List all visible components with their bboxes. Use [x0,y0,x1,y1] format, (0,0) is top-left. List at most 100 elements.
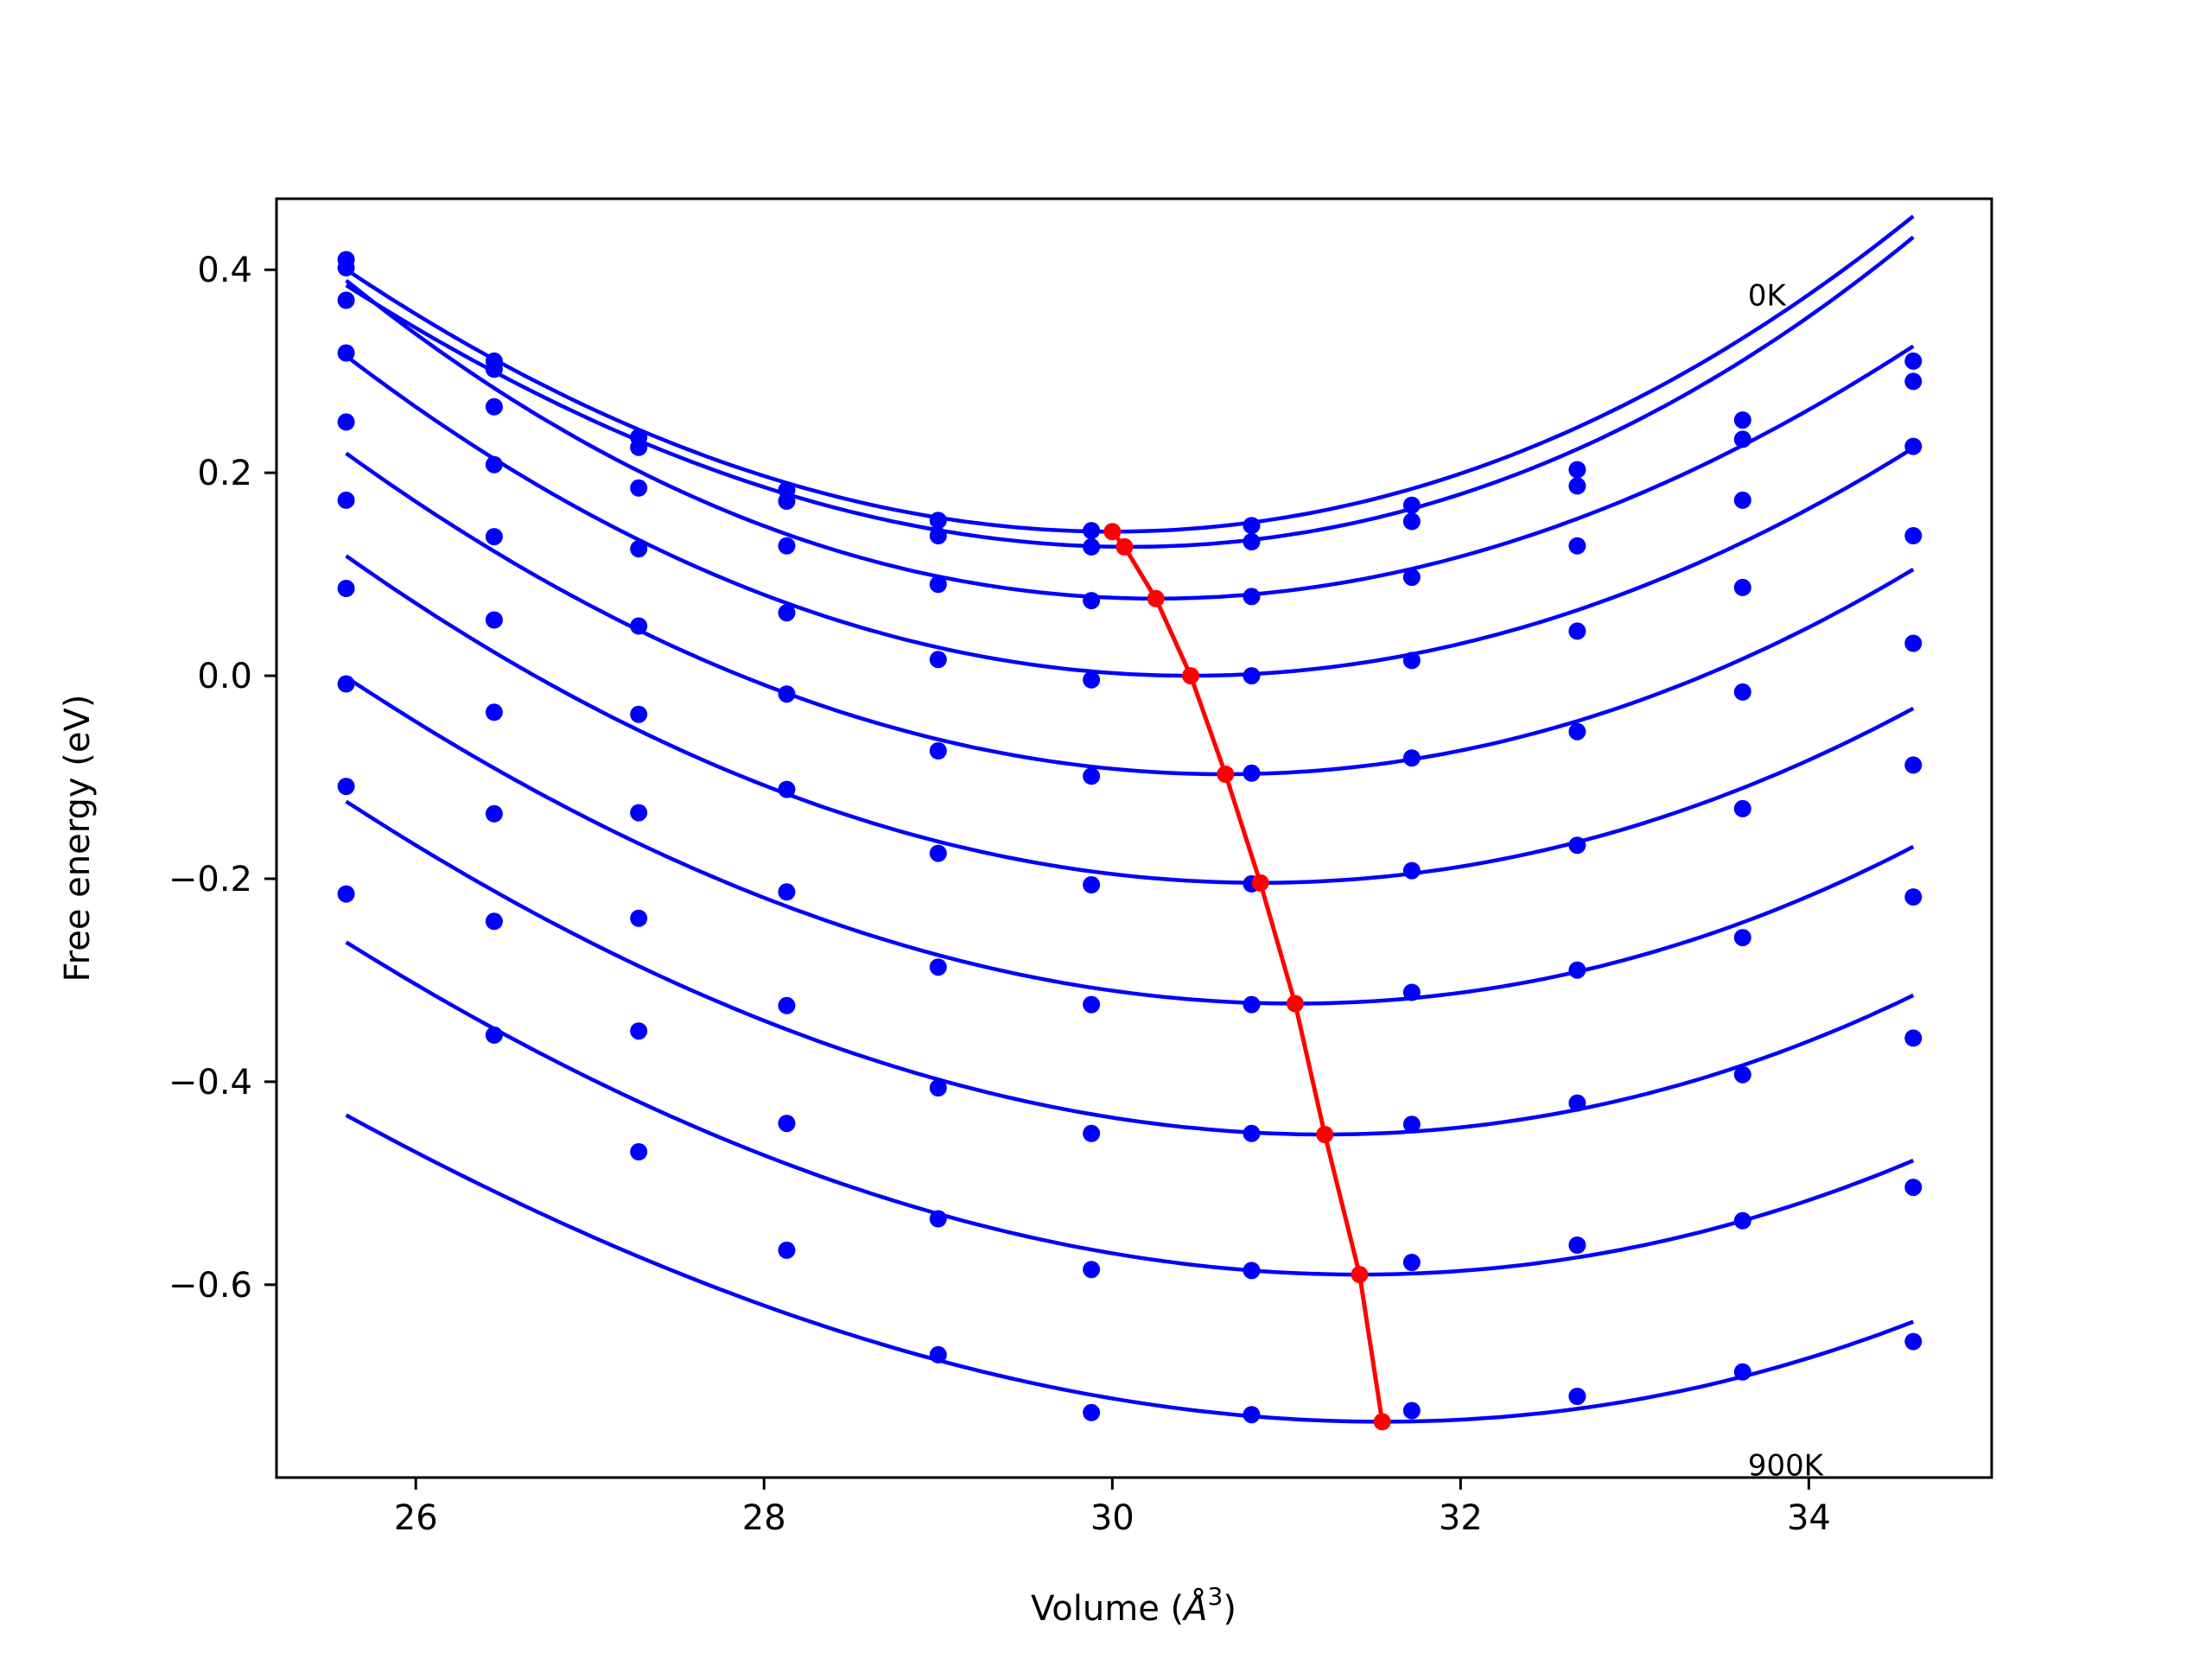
fit-curve-8 [345,940,1915,1277]
fit-curve-5 [345,554,1915,885]
data-point-s4-6 [1243,764,1261,782]
fit-curve-0 [345,214,1915,534]
fit-curve-2 [345,278,1915,601]
data-point-s5-10 [1904,756,1923,774]
x-axis-label-exponent: 3 [1208,1582,1224,1611]
data-point-s8-5 [1083,1261,1101,1279]
data-point-s0-9 [1733,411,1751,429]
y-tick-label-0: 0.4 [197,251,252,290]
data-point-s7-5 [1083,1124,1101,1142]
data-point-s2-8 [1568,537,1586,555]
minimum-point-2 [1147,589,1165,607]
data-point-s4-0 [337,413,355,431]
y-tick-label-4: −0.4 [168,1063,252,1103]
data-point-s8-7 [1402,1254,1421,1271]
data-point-s8-2 [630,1022,648,1040]
data-point-s6-7 [1402,983,1421,1001]
data-point-s9-3 [778,1241,796,1259]
x-axis-label: Volume (Å3) [1031,1582,1236,1629]
minimum-point-3 [1182,667,1199,685]
data-point-s2-1 [485,397,503,416]
data-point-s3-0 [337,344,355,362]
data-point-s3-5 [1083,671,1101,689]
x-tick-label-4: 34 [1787,1498,1831,1538]
data-point-s5-1 [485,611,503,629]
data-point-s9-9 [1733,1363,1751,1381]
data-point-s8-10 [1904,1179,1923,1197]
data-point-s2-0 [337,291,355,309]
annotation-0k: 0K [1748,278,1788,313]
data-point-s8-4 [929,1210,947,1228]
fit-curves [345,214,1915,1424]
data-point-s2-9 [1733,491,1751,509]
data-point-s3-3 [778,604,796,622]
data-point-s4-10 [1904,634,1923,652]
y-tick-label-2: 0.0 [197,657,252,696]
x-axis-label-suffix: ) [1223,1589,1236,1629]
data-point-s8-6 [1243,1262,1261,1280]
data-point-s1-1 [485,360,503,378]
data-point-s4-7 [1402,749,1421,767]
annotation-900k: 900K [1748,1449,1825,1484]
data-point-s6-8 [1568,961,1586,979]
data-point-s1-10 [1904,372,1923,391]
data-point-s9-10 [1904,1332,1923,1351]
data-point-s6-3 [778,883,796,901]
data-point-s7-9 [1733,1065,1751,1084]
minimum-point-9 [1373,1413,1391,1431]
data-point-s4-9 [1733,683,1751,701]
minimum-point-1 [1116,537,1134,556]
y-axis-label: Free energy (eV) [58,695,98,982]
data-point-s7-3 [778,996,796,1014]
minimum-energy-path [1103,523,1391,1431]
data-point-s4-2 [630,617,648,635]
data-point-s7-7 [1402,1116,1421,1134]
x-axis-label-unit: Å [1181,1587,1207,1629]
data-point-s9-7 [1402,1402,1421,1420]
data-point-s9-8 [1568,1388,1586,1405]
data-point-s7-8 [1568,1094,1586,1112]
x-tick-label-0: 26 [394,1498,438,1538]
data-point-s2-4 [929,575,947,594]
minima-line [1110,530,1385,1422]
fit-curve-9 [345,1113,1915,1424]
data-point-s8-3 [778,1115,796,1133]
y-tick-label-3: −0.2 [168,860,252,899]
data-point-s7-4 [929,1079,947,1096]
x-tick-label-1: 28 [742,1498,786,1538]
data-point-s2-6 [1243,588,1261,606]
data-point-s7-6 [1243,1124,1261,1142]
data-point-s0-7 [1402,496,1421,514]
data-point-s1-6 [1243,533,1261,550]
data-point-s1-0 [337,258,355,276]
data-point-s8-9 [1733,1211,1751,1230]
data-point-s6-6 [1243,995,1261,1014]
minimum-point-7 [1316,1126,1334,1143]
data-point-s9-4 [929,1345,947,1363]
data-point-s7-10 [1904,1029,1923,1047]
minimum-point-0 [1103,523,1122,541]
data-point-s3-4 [929,651,947,669]
data-point-s0-6 [1243,517,1261,535]
data-point-s6-0 [337,580,355,597]
data-point-s3-7 [1402,652,1421,670]
data-point-s3-9 [1733,578,1751,596]
x-tick-label-3: 32 [1439,1498,1483,1538]
minimum-point-6 [1286,995,1304,1013]
plot-area-frame [275,197,1993,1479]
data-point-s3-6 [1243,667,1261,685]
data-point-s4-5 [1083,767,1101,785]
x-axis-ticks: 26 28 30 32 34 [394,1478,1831,1538]
data-point-s6-4 [929,958,947,976]
minimum-point-4 [1217,766,1235,783]
data-point-s6-5 [1083,995,1101,1014]
data-point-s5-2 [630,705,648,723]
data-point-s1-2 [630,438,648,456]
data-point-s5-4 [929,844,947,862]
data-point-s2-3 [778,537,796,555]
data-point-s5-3 [778,780,796,798]
data-point-s5-7 [1402,861,1421,880]
data-point-s2-2 [630,479,648,497]
